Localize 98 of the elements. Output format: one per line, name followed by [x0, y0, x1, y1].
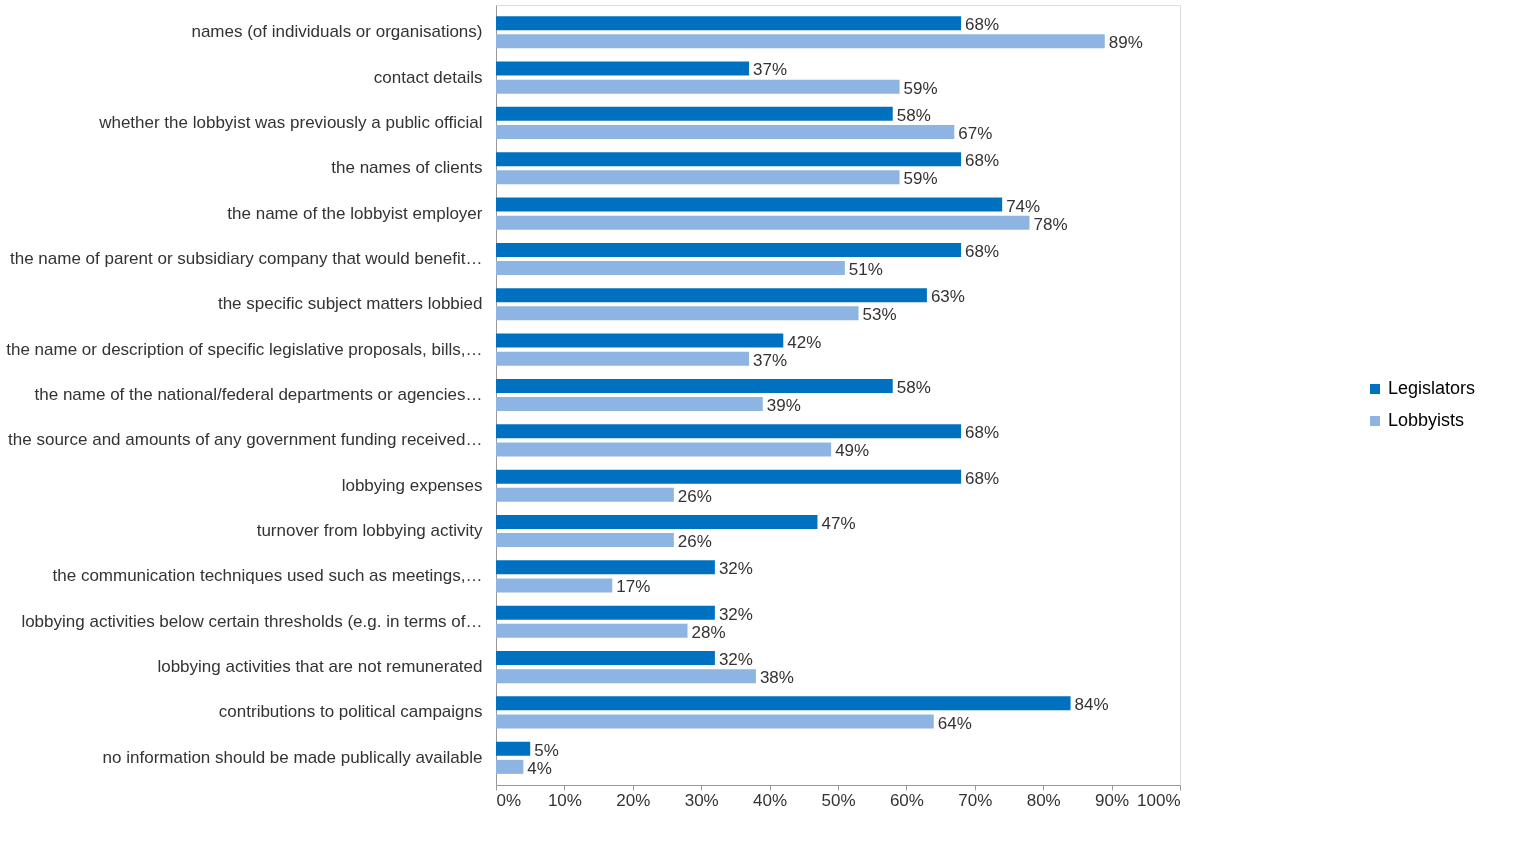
bar	[496, 397, 763, 412]
data-label: 63%	[930, 287, 965, 307]
bar	[496, 605, 715, 620]
y-tick-label: contributions to political campaigns	[218, 702, 483, 722]
bar	[496, 333, 784, 348]
data-label: 58%	[896, 105, 931, 125]
data-label: 5%	[534, 740, 559, 760]
data-label: 59%	[903, 78, 938, 98]
bar	[496, 124, 955, 139]
data-label: 74%	[1006, 196, 1041, 216]
data-label: 84%	[1074, 695, 1109, 715]
x-tick-label: 0%	[496, 790, 522, 810]
legend-label: Legislators	[1388, 378, 1476, 398]
bar	[496, 215, 1030, 230]
bar	[496, 651, 715, 666]
bar	[496, 696, 1071, 711]
data-label: 78%	[1033, 214, 1068, 234]
x-tick-label: 100%	[1137, 790, 1181, 810]
data-label: 59%	[903, 169, 938, 189]
x-tick-label: 10%	[547, 790, 582, 810]
data-label: 67%	[958, 123, 993, 143]
y-tick-label: the name or description of specific legislative proposals, bills,…	[6, 339, 483, 359]
data-label: 49%	[835, 441, 870, 461]
bar	[496, 424, 962, 439]
y-tick-label: turnover from lobbying activity	[256, 521, 483, 541]
data-label: 28%	[691, 622, 726, 642]
bar	[496, 469, 962, 484]
x-tick-label: 70%	[958, 790, 993, 810]
y-tick-label: no information should be made publically available	[102, 747, 483, 767]
data-label: 37%	[753, 60, 788, 80]
bar	[496, 623, 688, 638]
data-label: 47%	[821, 513, 856, 533]
y-tick-label: the name of the national/federal departments or agencies…	[34, 385, 483, 404]
data-label: 32%	[718, 604, 753, 624]
y-tick-label: whether the lobbyist was previously a public official	[98, 112, 483, 132]
data-label: 17%	[616, 577, 651, 597]
bar	[496, 16, 962, 31]
bar	[496, 170, 900, 185]
data-label: 4%	[527, 758, 552, 778]
bar	[496, 669, 756, 684]
data-label: 26%	[677, 486, 712, 506]
data-label: 42%	[787, 332, 822, 352]
data-label: 64%	[937, 713, 972, 733]
data-label: 58%	[896, 377, 931, 397]
bar	[496, 351, 750, 366]
data-label: 68%	[965, 468, 1000, 488]
data-label: 32%	[718, 650, 753, 670]
data-label: 68%	[965, 423, 1000, 443]
data-label: 51%	[848, 260, 883, 280]
y-tick-label: names (of individuals or organisations)	[191, 22, 483, 42]
data-label: 89%	[1108, 33, 1143, 53]
data-label: 32%	[718, 559, 753, 579]
data-label: 68%	[965, 15, 1000, 35]
bar	[496, 261, 845, 276]
legend-label: Lobbyists	[1388, 410, 1465, 430]
bar	[496, 741, 531, 756]
data-label: 26%	[677, 532, 712, 552]
y-tick-label: the name of parent or subsidiary company that would benefit…	[10, 248, 483, 268]
data-label: 37%	[753, 350, 788, 370]
bar	[496, 106, 893, 121]
bar	[496, 514, 818, 529]
y-tick-label: the source and amounts of any government funding received…	[8, 430, 483, 450]
bar	[496, 533, 674, 548]
data-label: 68%	[965, 241, 1000, 261]
x-tick-label: 80%	[1026, 790, 1061, 810]
x-tick-label: 40%	[753, 790, 788, 810]
y-tick-label: the name of the lobbyist employer	[227, 203, 483, 223]
x-tick-label: 20%	[616, 790, 651, 810]
data-label: 38%	[759, 668, 794, 688]
y-tick-label: the communication techniques used such as meetings,…	[52, 566, 483, 586]
x-tick-label: 30%	[684, 790, 719, 810]
bar	[496, 288, 927, 303]
bar	[496, 306, 859, 321]
bar	[496, 560, 715, 575]
bar	[496, 714, 934, 729]
bar	[496, 487, 674, 502]
y-tick-label: lobbying activities below certain thresholds (e.g. in terms of…	[21, 611, 483, 631]
data-label: 68%	[965, 151, 1000, 171]
y-tick-label: the names of clients	[331, 158, 483, 178]
y-tick-label: contact details	[373, 67, 483, 87]
y-tick-label: lobbying expenses	[341, 475, 483, 495]
bar	[496, 61, 750, 76]
bar	[496, 34, 1105, 49]
bar	[496, 197, 1003, 212]
x-tick-label: 90%	[1095, 790, 1130, 810]
bar	[496, 442, 832, 457]
y-tick-label: the specific subject matters lobbied	[217, 294, 483, 314]
bar	[496, 578, 613, 593]
bar	[496, 79, 900, 94]
x-tick-label: 60%	[889, 790, 924, 810]
data-label: 39%	[766, 396, 801, 416]
bar	[496, 759, 524, 774]
data-label: 53%	[862, 305, 897, 325]
y-tick-label: lobbying activities that are not remunerated	[157, 657, 483, 677]
x-tick-label: 50%	[821, 790, 856, 810]
bar	[496, 152, 962, 167]
bar	[496, 378, 893, 393]
bar	[496, 242, 962, 257]
